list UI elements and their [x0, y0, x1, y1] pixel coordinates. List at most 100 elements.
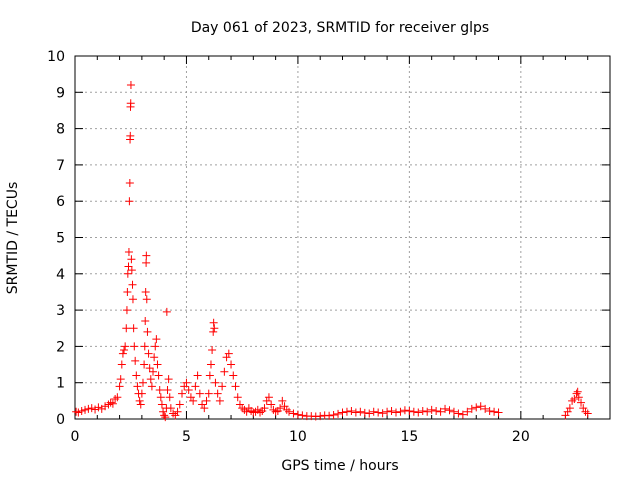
data-point	[151, 342, 160, 351]
data-point	[115, 382, 124, 391]
data-point	[432, 407, 441, 416]
data-point	[269, 405, 278, 414]
data-point	[101, 402, 110, 411]
data-point	[202, 396, 211, 405]
data-point	[298, 411, 307, 420]
data-point	[387, 407, 396, 416]
data-point	[180, 382, 189, 391]
data-point	[338, 408, 347, 417]
data-point	[418, 407, 427, 416]
data-point	[205, 371, 214, 380]
data-point	[122, 324, 131, 333]
data-point	[178, 389, 186, 398]
data-point	[135, 396, 144, 405]
y-tick-label: 10	[47, 49, 65, 65]
y-tick-label: 0	[56, 412, 65, 428]
data-point	[150, 353, 159, 362]
data-point	[454, 409, 463, 418]
data-point	[458, 410, 467, 419]
data-point	[577, 398, 586, 407]
data-point	[423, 407, 432, 416]
data-point	[356, 407, 365, 416]
data-point	[351, 408, 360, 417]
data-point	[209, 318, 218, 327]
data-point	[445, 406, 454, 415]
data-point	[213, 389, 222, 398]
data-point	[267, 400, 276, 409]
y-tick-label: 3	[56, 303, 65, 319]
data-point	[463, 407, 472, 416]
data-point	[563, 407, 572, 416]
data-point	[155, 385, 164, 394]
x-tick-label: 20	[512, 429, 530, 445]
data-point	[113, 393, 122, 402]
data-point	[209, 327, 218, 336]
data-point	[280, 402, 289, 411]
data-point	[74, 408, 83, 417]
data-point	[121, 342, 130, 351]
data-point	[165, 393, 174, 402]
data-point	[140, 360, 149, 369]
data-point	[467, 404, 476, 413]
data-point	[235, 400, 244, 409]
data-point	[573, 387, 582, 396]
data-point	[572, 389, 581, 398]
data-point	[561, 411, 570, 420]
data-point	[574, 393, 583, 402]
data-point	[208, 346, 217, 355]
data-point	[215, 396, 224, 405]
data-point	[329, 411, 338, 420]
data-point	[156, 393, 165, 402]
data-point	[490, 407, 499, 416]
data-point	[568, 396, 577, 405]
data-point	[136, 400, 145, 409]
data-point	[189, 396, 198, 405]
data-point	[117, 360, 126, 369]
data-point	[106, 398, 115, 407]
data-point	[128, 295, 137, 304]
data-point	[276, 404, 285, 413]
y-tick-label: 7	[56, 158, 65, 174]
data-point	[143, 327, 152, 336]
data-point	[400, 406, 409, 415]
data-point	[130, 342, 139, 351]
data-point	[231, 382, 240, 391]
data-point	[242, 407, 251, 416]
y-tick-label: 8	[56, 122, 65, 138]
data-point	[142, 258, 151, 267]
data-point	[124, 262, 133, 271]
data-point	[161, 413, 170, 422]
data-point	[118, 349, 127, 358]
data-point	[173, 407, 182, 416]
data-point	[570, 395, 579, 404]
y-tick-label: 5	[56, 231, 65, 247]
data-point	[211, 378, 220, 387]
data-point	[77, 407, 86, 416]
data-point	[229, 371, 238, 380]
data-point	[494, 408, 503, 417]
data-point	[342, 407, 351, 416]
data-point	[141, 316, 150, 325]
data-point	[360, 408, 369, 417]
data-point	[125, 179, 134, 188]
data-point	[126, 81, 135, 90]
data-point	[227, 360, 236, 369]
data-point	[278, 396, 287, 405]
data-point	[120, 346, 129, 355]
data-point	[409, 407, 418, 416]
data-point	[152, 335, 161, 344]
y-tick-labels: 0 1 2 3 4 5 6 7 8 9 10	[47, 49, 65, 428]
chart-title: Day 061 of 2023, SRMTID for receiver glp…	[191, 20, 489, 36]
data-point	[144, 349, 153, 358]
grid-lines	[75, 56, 610, 419]
data-point	[128, 280, 137, 289]
data-point	[171, 411, 180, 420]
data-point	[125, 197, 134, 206]
data-point	[481, 404, 490, 413]
data-point	[140, 342, 149, 351]
data-point	[72, 407, 81, 416]
data-point	[285, 407, 293, 416]
data-point	[233, 393, 242, 402]
data-point	[583, 409, 592, 418]
